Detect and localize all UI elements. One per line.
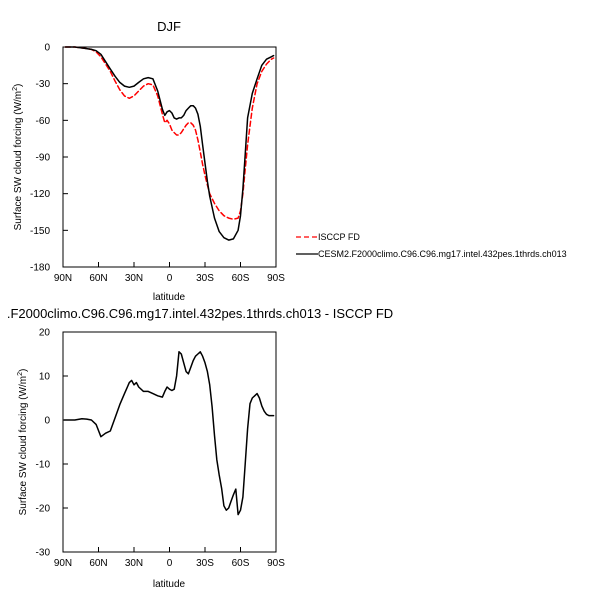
top-panel-y-axis-label-text: Surface SW cloud forcing (W/m <box>13 91 24 230</box>
top-panel-x-tick-label: 90S <box>267 273 285 284</box>
bottom-panel-y-axis-label: Surface SW cloud forcing (W/m2) <box>17 369 29 516</box>
bottom-panel-x-tick-label: 30S <box>196 558 214 569</box>
top-panel-plot-frame <box>62 46 277 268</box>
bottom-panel-y-tick-label: -20 <box>36 504 51 515</box>
top-panel-title: DJF <box>157 19 181 34</box>
bottom-panel-y-axis-label-sup: 2 <box>17 372 24 376</box>
legend-label-isccp: ISCCP FD <box>318 232 360 242</box>
bottom-panel-x-tick-label: 60N <box>89 558 107 569</box>
bottom-panel-y-axis-label-end: ) <box>18 369 29 372</box>
legend: ISCCP FD CESM2.F2000climo.C96.C96.mg17.i… <box>296 232 567 259</box>
bottom-panel-plot-frame <box>62 331 277 553</box>
top-panel-series <box>64 46 275 241</box>
bottom-panel-y-tick-label: 0 <box>44 416 50 427</box>
bottom-panel-x-ticks: 90N 60N 30N 0 30S 60S 90S <box>54 547 285 569</box>
legend-label-cesm2: CESM2.F2000climo.C96.C96.mg17.intel.432p… <box>318 249 567 259</box>
bottom-panel-y-axis-label-text: Surface SW cloud forcing (W/m <box>18 376 29 515</box>
bottom-panel-y-ticks: 20 10 0 -10 -20 -30 <box>36 328 68 559</box>
top-panel: DJF 90N 60N 30N 0 30S 60S 90S 0 -30 -60 -90 -120 -1… <box>12 19 567 303</box>
top-panel-x-ticks: 90N 60N 30N 0 30S 60S 90S <box>54 262 285 284</box>
top-panel-x-axis-label: latitude <box>153 292 186 303</box>
bottom-panel-x-tick-label: 90N <box>54 558 72 569</box>
bottom-panel-x-tick-label: 30N <box>125 558 143 569</box>
bottom-panel-x-tick-label: 60S <box>232 558 250 569</box>
top-panel-x-tick-label: 60S <box>232 273 250 284</box>
bottom-panel-x-axis-label: latitude <box>153 579 186 590</box>
top-panel-y-tick-label: -90 <box>36 153 51 164</box>
top-panel-series-line-1 <box>64 46 275 241</box>
bottom-panel-x-tick-label: 90S <box>267 558 285 569</box>
top-panel-x-tick-label: 90N <box>54 273 72 284</box>
top-panel-x-tick-label: 30N <box>125 273 143 284</box>
bottom-panel-y-tick-label: 20 <box>39 328 51 339</box>
bottom-panel-y-tick-label: 10 <box>39 372 51 383</box>
top-panel-y-ticks: 0 -30 -60 -90 -120 -150 -180 <box>30 43 68 274</box>
bottom-panel-y-tick-label: -30 <box>36 548 51 559</box>
top-panel-x-tick-label: 60N <box>89 273 107 284</box>
bottom-panel-series-line-0 <box>63 351 275 516</box>
bottom-panel-y-tick-label: -10 <box>36 460 51 471</box>
top-panel-y-axis-label: Surface SW cloud forcing (W/m2) <box>12 84 24 231</box>
bottom-panel: .F2000climo.C96.C96.mg17.intel.432pes.1t… <box>7 306 393 590</box>
top-panel-y-tick-label: -180 <box>30 263 50 274</box>
top-panel-y-tick-label: -120 <box>30 189 50 200</box>
bottom-panel-title: .F2000climo.C96.C96.mg17.intel.432pes.1t… <box>7 306 393 321</box>
top-panel-x-tick-label: 30S <box>196 273 214 284</box>
top-panel-y-tick-label: -60 <box>36 116 51 127</box>
top-panel-x-tick-label: 0 <box>167 273 173 284</box>
top-panel-y-axis-label-end: ) <box>13 84 24 87</box>
top-panel-y-axis-label-sup: 2 <box>12 87 19 91</box>
top-panel-y-tick-label: 0 <box>44 43 50 54</box>
bottom-panel-x-tick-label: 0 <box>167 558 173 569</box>
bottom-panel-series <box>63 351 275 516</box>
top-panel-y-tick-label: -150 <box>30 226 50 237</box>
top-panel-y-tick-label: -30 <box>36 79 51 90</box>
